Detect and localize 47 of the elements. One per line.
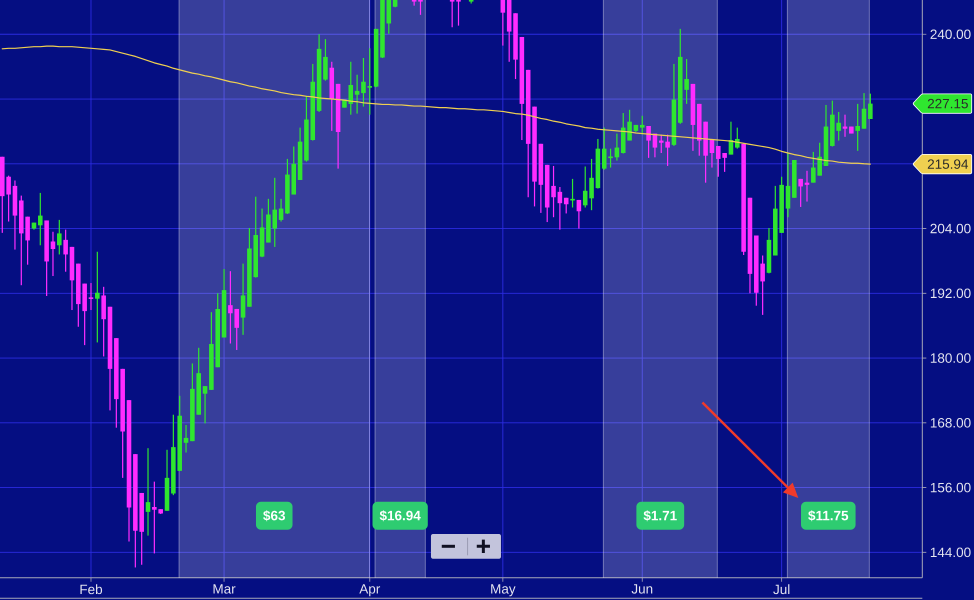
candlestick [272,177,278,248]
candlestick [602,127,607,170]
candlestick [716,145,721,178]
candlestick [348,61,354,116]
candlestick [811,151,816,184]
y-tick-label: 240.00 [930,29,971,40]
candlestick [640,115,645,136]
candlestick [722,152,727,172]
y-tick-label: 192.00 [930,288,971,298]
candlestick [684,58,689,104]
y-tick-label: 204.00 [930,224,971,234]
annotation: $16.94 [380,510,421,522]
candlestick [368,48,372,116]
x-tick-label: May [491,584,516,596]
candlestick [57,219,62,256]
annotation: $1.71 [644,510,677,522]
annotation: $11.75 [808,510,848,522]
y-tick-label: 180.00 [930,353,971,363]
candlestick [228,270,233,344]
y-tick-label: 144.00 [930,548,971,558]
candlestick [665,134,670,167]
candlestick [576,199,582,230]
candlestick [38,192,43,246]
candlestick [760,254,765,316]
x-tick-label: Apr [359,584,380,596]
x-tick-label: Jun [632,584,652,594]
y2-tick-label: 215.94 [928,159,968,169]
y2-tick-label: 227.15 [928,98,968,108]
candlestick [570,178,575,208]
candlestick [500,0,506,46]
annotation: $63 [263,510,286,522]
candlestick [582,166,588,208]
candlestick [152,481,157,554]
candlestick [146,448,150,536]
x-tick-label: Jul [773,584,790,594]
candlestick [658,134,664,154]
candlestick [564,197,568,214]
candlestick [234,308,240,351]
candlestick [95,251,100,344]
x-tick-label: Feb [80,584,102,594]
candlestick [728,121,734,156]
candlestick [836,111,841,142]
candlestick [386,0,392,34]
x-tick-label: Mar [214,584,236,594]
y-tick-label: 168.00 [930,418,971,428]
y-tick-label: 156.00 [930,482,971,492]
candlestick [25,216,30,266]
